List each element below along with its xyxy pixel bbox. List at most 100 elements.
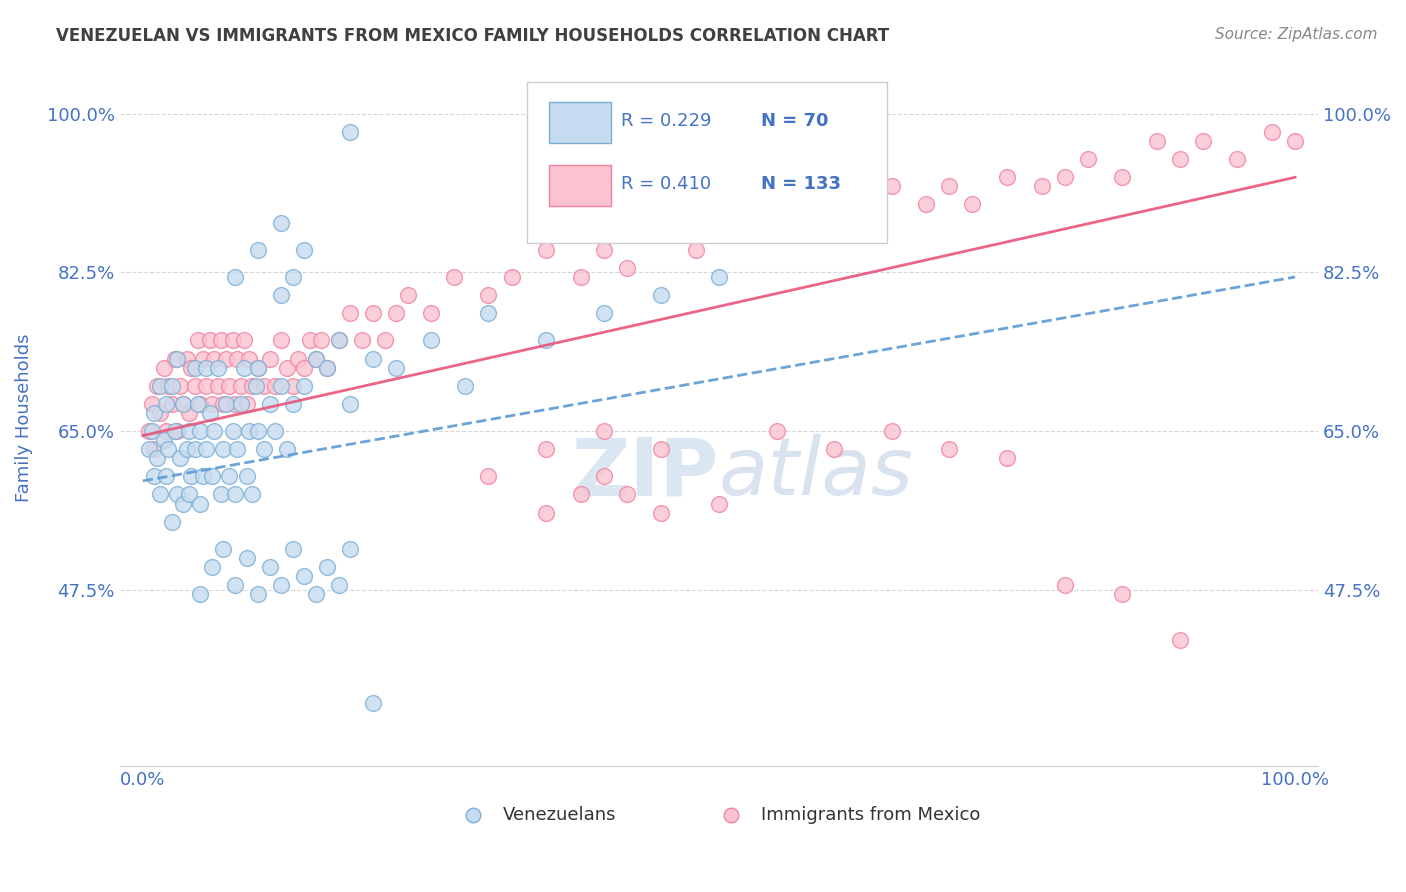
Point	[198, 334, 221, 348]
Point	[152, 433, 174, 447]
Point	[166, 424, 188, 438]
Point	[187, 397, 209, 411]
Point	[160, 378, 183, 392]
Point	[592, 243, 614, 257]
Point	[253, 442, 276, 457]
Point	[962, 197, 984, 211]
Point	[846, 197, 869, 211]
Point	[155, 424, 177, 438]
Point	[195, 360, 218, 375]
Point	[247, 243, 270, 257]
Point	[823, 442, 845, 457]
Point	[138, 442, 160, 457]
Point	[172, 497, 194, 511]
FancyBboxPatch shape	[548, 102, 612, 144]
Point	[361, 696, 384, 710]
Point	[270, 216, 292, 230]
Point	[270, 378, 292, 392]
Point	[143, 406, 166, 420]
Point	[259, 397, 281, 411]
Point	[276, 442, 298, 457]
Point	[218, 378, 240, 392]
Point	[650, 225, 672, 239]
Point	[238, 351, 260, 366]
Point	[190, 424, 212, 438]
FancyBboxPatch shape	[527, 82, 887, 243]
Point	[311, 334, 333, 348]
Point	[454, 378, 477, 392]
Point	[202, 424, 225, 438]
Point	[177, 406, 200, 420]
Point	[212, 541, 235, 556]
Point	[276, 360, 298, 375]
Point	[198, 406, 221, 420]
Point	[731, 216, 754, 230]
Point	[650, 288, 672, 302]
Point	[229, 378, 252, 392]
Point	[477, 288, 499, 302]
Point	[419, 334, 441, 348]
Point	[650, 506, 672, 520]
Point	[1226, 152, 1249, 166]
Point	[201, 397, 224, 411]
Point	[143, 442, 166, 457]
Point	[245, 378, 267, 392]
Point	[1031, 179, 1053, 194]
Point	[259, 560, 281, 574]
Point	[419, 306, 441, 320]
Point	[160, 515, 183, 529]
Point	[880, 179, 903, 194]
Text: atlas: atlas	[718, 434, 914, 512]
Point	[247, 360, 270, 375]
Point	[224, 397, 246, 411]
Point	[534, 506, 557, 520]
Point	[339, 397, 361, 411]
Point	[177, 424, 200, 438]
Text: N = 133: N = 133	[761, 175, 841, 193]
Point	[226, 442, 249, 457]
Point	[166, 351, 188, 366]
Point	[385, 360, 408, 375]
Point	[270, 288, 292, 302]
Point	[569, 487, 592, 501]
Point	[224, 578, 246, 592]
Point	[183, 442, 205, 457]
Point	[592, 469, 614, 483]
Point	[253, 378, 276, 392]
Point	[304, 351, 326, 366]
Point	[141, 424, 163, 438]
Point	[166, 487, 188, 501]
Text: ZIP: ZIP	[572, 434, 718, 512]
Point	[212, 397, 235, 411]
Point	[707, 497, 730, 511]
Point	[145, 451, 167, 466]
Point	[1111, 170, 1133, 185]
Point	[765, 424, 787, 438]
Point	[155, 397, 177, 411]
Point	[152, 360, 174, 375]
Text: Source: ZipAtlas.com: Source: ZipAtlas.com	[1215, 27, 1378, 42]
Point	[149, 378, 172, 392]
Point	[995, 170, 1018, 185]
Point	[1077, 152, 1099, 166]
Point	[298, 334, 321, 348]
Point	[938, 442, 960, 457]
Point	[316, 360, 339, 375]
Point	[264, 378, 287, 392]
Point	[160, 397, 183, 411]
Point	[180, 469, 202, 483]
FancyBboxPatch shape	[548, 165, 612, 206]
Point	[149, 406, 172, 420]
Point	[1168, 632, 1191, 647]
Point	[138, 424, 160, 438]
Point	[1168, 152, 1191, 166]
Point	[229, 397, 252, 411]
Point	[1284, 134, 1306, 148]
Text: N = 70: N = 70	[761, 112, 828, 130]
Point	[157, 378, 180, 392]
Point	[995, 451, 1018, 466]
Point	[233, 360, 256, 375]
Point	[177, 487, 200, 501]
Point	[569, 270, 592, 285]
Point	[235, 397, 257, 411]
